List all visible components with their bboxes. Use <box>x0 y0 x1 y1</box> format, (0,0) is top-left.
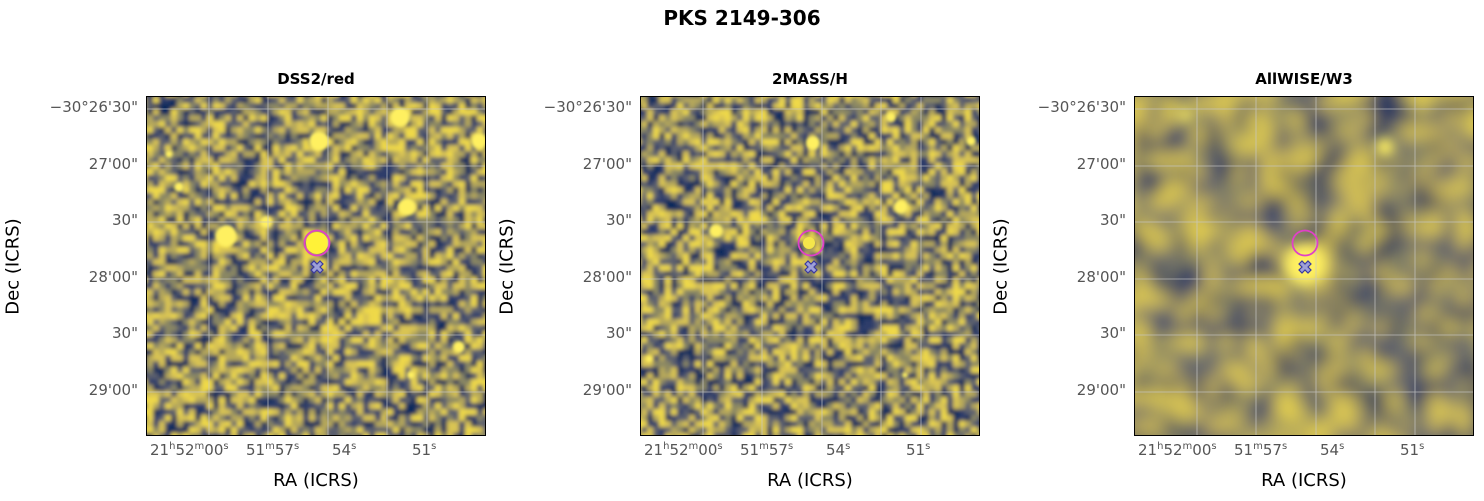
y-tick-label: 29'00" <box>1076 381 1126 399</box>
x-tick-label: 51m57s <box>1234 441 1288 459</box>
target-circle-marker <box>303 229 331 257</box>
x-tick-label: 51m57s <box>246 441 300 459</box>
y-axis-label: Dec (ICRS) <box>990 218 1012 315</box>
target-circle-marker <box>797 229 825 257</box>
y-tick-label: 30" <box>112 211 138 229</box>
y-tick-label: 29'00" <box>582 381 632 399</box>
crossmatch-cross-marker <box>1298 260 1312 274</box>
y-tick-label: 30" <box>112 324 138 342</box>
x-tick-label: 54s <box>826 441 851 459</box>
x-tick-label: 21h52m00s <box>150 441 229 459</box>
x-axis-label: RA (ICRS) <box>273 470 359 491</box>
target-circle-marker <box>1291 229 1319 257</box>
x-axis-label: RA (ICRS) <box>1261 470 1347 491</box>
sky-image <box>641 97 979 435</box>
panel-title: AllWISE/W3 <box>1255 70 1353 88</box>
panel-title: DSS2/red <box>277 70 355 88</box>
x-tick-label: 54s <box>1320 441 1345 459</box>
y-axis-label: Dec (ICRS) <box>2 218 24 315</box>
x-tick-label: 51s <box>906 441 931 459</box>
x-tick-label: 51s <box>412 441 437 459</box>
y-tick-label: 27'00" <box>582 155 632 173</box>
crossmatch-cross-marker <box>804 260 818 274</box>
x-tick-label: 54s <box>332 441 357 459</box>
x-tick-label: 51m57s <box>740 441 794 459</box>
image-panel <box>146 96 486 436</box>
panel-title: 2MASS/H <box>772 70 848 88</box>
figure-title: PKS 2149-306 <box>663 6 821 30</box>
x-tick-label: 21h52m00s <box>644 441 723 459</box>
crossmatch-cross-marker <box>310 260 324 274</box>
y-tick-label: 30" <box>606 324 632 342</box>
y-tick-label: 27'00" <box>88 155 138 173</box>
y-tick-label: 28'00" <box>1076 268 1126 286</box>
y-tick-label: −30°26'30" <box>543 98 632 116</box>
y-tick-label: 27'00" <box>1076 155 1126 173</box>
x-tick-label: 51s <box>1400 441 1425 459</box>
sky-image <box>147 97 485 435</box>
y-tick-label: 30" <box>1100 211 1126 229</box>
y-tick-label: 30" <box>606 211 632 229</box>
x-axis-label: RA (ICRS) <box>767 470 853 491</box>
y-tick-label: −30°26'30" <box>49 98 138 116</box>
y-tick-label: 30" <box>1100 324 1126 342</box>
y-axis-label: Dec (ICRS) <box>496 218 518 315</box>
y-tick-label: 28'00" <box>88 268 138 286</box>
image-panel <box>640 96 980 436</box>
image-panel <box>1134 96 1474 436</box>
y-tick-label: 28'00" <box>582 268 632 286</box>
y-tick-label: 29'00" <box>88 381 138 399</box>
x-tick-label: 21h52m00s <box>1138 441 1217 459</box>
y-tick-label: −30°26'30" <box>1037 98 1126 116</box>
sky-image <box>1135 97 1473 435</box>
